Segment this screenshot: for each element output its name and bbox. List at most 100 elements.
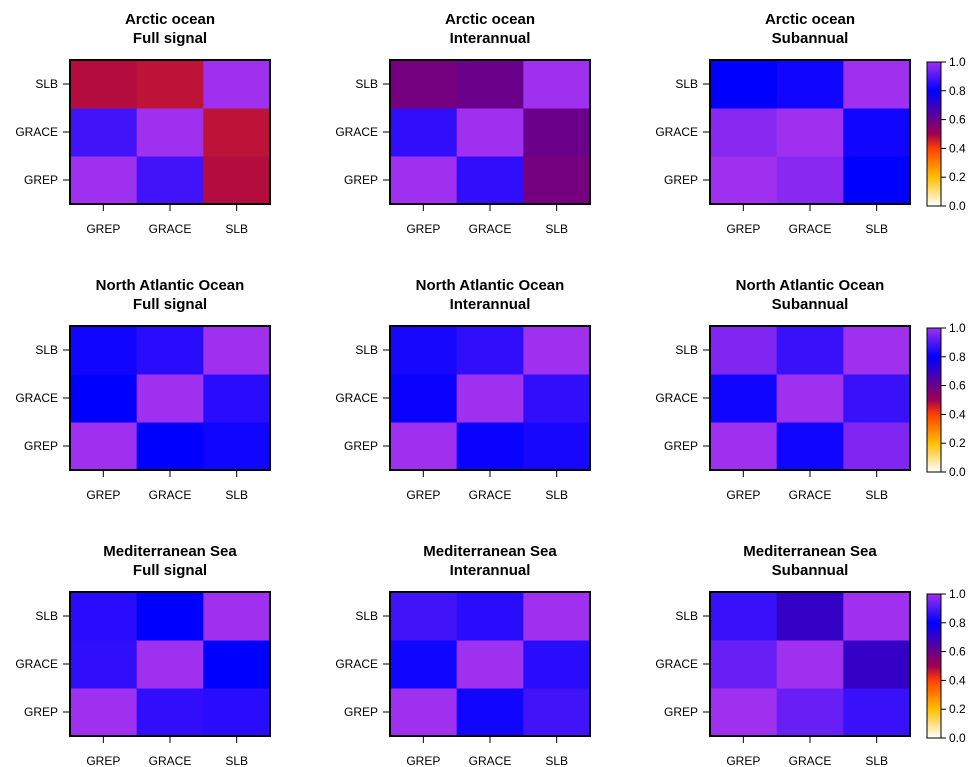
colorbar-tick-label: 0.6 [949,645,966,659]
heatmap-cell [136,422,204,471]
x-tick-label: SLB [545,488,568,502]
heatmap-cell [390,108,458,157]
y-tick-label: GRACE [15,391,58,405]
y-tick-label: SLB [355,343,378,357]
y-tick-label: GRACE [335,657,378,671]
x-tick-label: SLB [225,488,248,502]
heatmap-cell [203,688,271,737]
colorbar-tick-label: 0.2 [949,436,966,450]
heatmap-cell [136,688,204,737]
colorbar-scale [926,593,942,739]
y-tick-label: SLB [675,77,698,91]
heatmap-cell [456,156,524,205]
heatmap-cell [203,422,271,471]
heatmap-cell [456,60,524,109]
colorbar-tick-label: 0.0 [949,199,966,213]
heatmap-cell [203,60,271,109]
heatmap-cell [776,592,844,641]
panel-title: Mediterranean Sea [423,543,557,560]
heatmap-cell [523,108,591,157]
colorbar-tick-label: 0.4 [949,141,966,155]
heatmap-cell [203,374,271,423]
heatmap-cell [203,326,271,375]
heatmap-cell [390,422,458,471]
heatmap-cell [70,592,138,641]
x-tick-label: GREP [406,222,440,236]
panel-title: Mediterranean Sea [743,543,877,560]
heatmap-cell [390,60,458,109]
x-tick-label: GREP [406,488,440,502]
heatmap-cell [456,688,524,737]
colorbar-tick-label: 0.8 [949,350,966,364]
colorbar-tick-label: 0.8 [949,84,966,98]
heatmap-cell [390,688,458,737]
heatmap-panel: Mediterranean Sea Full signal GREP GRACE SLB… [15,543,271,767]
heatmap-cell [710,156,778,205]
x-tick-label: GREP [726,754,760,767]
x-tick-label: SLB [545,222,568,236]
x-tick-label: GRACE [149,754,192,767]
panel-title: North Atlantic Ocean [416,277,565,294]
heatmap-cell [70,640,138,689]
heatmap-panel: Mediterranean Sea Interannual GREP GRACE SLB… [335,543,591,767]
heatmap-cell [456,422,524,471]
heatmap-panel: North Atlantic Ocean Subannual GREP GRACE SL… [655,277,911,502]
panel-title: Arctic ocean [125,11,215,28]
x-tick-label: GRACE [469,488,512,502]
heatmap-cell [456,326,524,375]
heatmap-cell [203,156,271,205]
heatmap-panel: North Atlantic Ocean Interannual GREP GRACE… [335,277,591,502]
y-tick-label: GREP [24,439,58,453]
y-tick-label: SLB [675,609,698,623]
heatmap-cell [456,640,524,689]
heatmap-cell [776,326,844,375]
heatmap-cell [390,156,458,205]
x-tick-label: GREP [726,488,760,502]
heatmap-cell [203,640,271,689]
heatmap-cell [390,326,458,375]
x-tick-label: GREP [726,222,760,236]
panel-title: North Atlantic Ocean [736,277,885,294]
colorbar-tick-label: 0.4 [949,407,966,421]
colorbar: 0.0 0.2 0.4 0.6 0.8 1.0 [926,587,966,745]
x-tick-label: GREP [406,754,440,767]
x-tick-label: SLB [865,754,888,767]
x-tick-label: GRACE [469,754,512,767]
panel-subtitle: Interannual [450,296,531,313]
panel-title: Arctic ocean [445,11,535,28]
panel-subtitle: Interannual [450,562,531,579]
y-tick-label: SLB [355,77,378,91]
x-tick-label: GREP [86,488,120,502]
heatmap-cell [136,60,204,109]
heatmap-cell [136,374,204,423]
x-tick-label: GRACE [789,754,832,767]
heatmap-cell [136,108,204,157]
heatmap-cell [776,156,844,205]
heatmap-cell [843,688,911,737]
panel-subtitle: Full signal [133,562,207,579]
y-tick-label: GRACE [655,391,698,405]
heatmap-cell [390,374,458,423]
heatmap-cell [70,422,138,471]
panel-title: Mediterranean Sea [103,543,237,560]
y-tick-label: GREP [664,439,698,453]
y-tick-label: SLB [35,77,58,91]
x-tick-label: SLB [545,754,568,767]
heatmap-cell [523,374,591,423]
heatmap-cell [456,374,524,423]
panel-subtitle: Full signal [133,296,207,313]
y-tick-label: GRACE [15,657,58,671]
heatmap-panel: Mediterranean Sea Subannual GREP GRACE SLB GR… [655,543,911,767]
heatmap-cell [523,60,591,109]
heatmap-cell [710,374,778,423]
heatmap-cell [776,374,844,423]
y-tick-label: GREP [344,173,378,187]
colorbar-tick-label: 0.2 [949,170,966,184]
heatmap-cell [136,326,204,375]
heatmap-cell [776,60,844,109]
colorbar-tick-label: 0.2 [949,702,966,716]
x-tick-label: GREP [86,754,120,767]
y-tick-label: SLB [355,609,378,623]
heatmap-cell [136,156,204,205]
